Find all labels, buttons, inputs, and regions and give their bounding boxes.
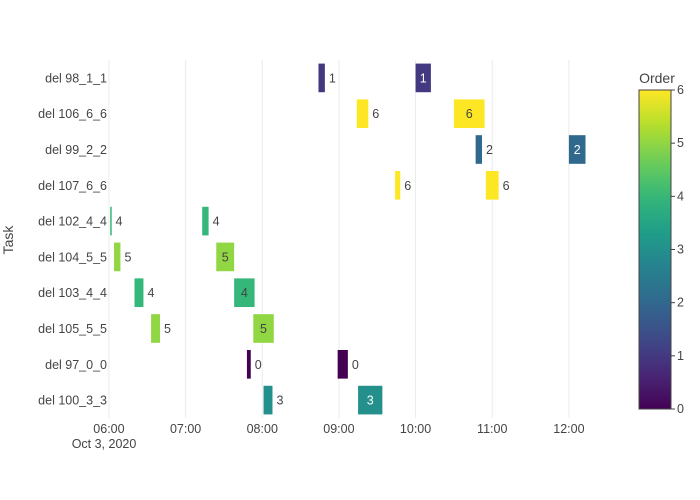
bar-label: 5 — [164, 322, 171, 336]
colorbar-tick-label: 1 — [677, 349, 684, 363]
gantt-bar — [356, 99, 369, 129]
colorbar: Order 0 1 2 3 4 5 6 — [638, 70, 684, 416]
gantt-bar — [151, 314, 161, 343]
bar-label: 2 — [574, 143, 581, 157]
gantt-bar — [253, 314, 274, 343]
x-tick-label: 09:00 — [323, 422, 354, 436]
y-tick-label: del 99_2_2 — [45, 143, 107, 157]
y-tick-label: del 105_5_5 — [38, 322, 107, 336]
gantt-bar — [263, 385, 273, 415]
bar-label: 0 — [352, 358, 359, 372]
x-gridlines — [108, 60, 570, 418]
x-date-label: Oct 3, 2020 — [72, 437, 137, 451]
x-tick-label: 06:00 — [93, 422, 124, 436]
colorbar-tick-label: 4 — [677, 189, 684, 203]
gantt-bar — [134, 278, 144, 308]
gantt-bar — [114, 242, 121, 272]
gantt-bar — [475, 135, 483, 164]
bar-label: 6 — [466, 107, 473, 121]
colorbar-tick-label: 3 — [677, 243, 684, 257]
y-tick-label: del 103_4_4 — [38, 286, 107, 300]
bar-label: 2 — [486, 143, 493, 157]
bar-label: 1 — [329, 71, 336, 85]
y-tick-label: del 100_3_3 — [38, 394, 107, 408]
gantt-bar — [216, 242, 235, 272]
bar-label: 6 — [503, 179, 510, 193]
bar-label: 4 — [147, 286, 154, 300]
x-tick-label: 10:00 — [400, 422, 431, 436]
colorbar-gradient — [638, 89, 672, 410]
bar-label: 5 — [222, 250, 229, 264]
colorbar-tick-label: 2 — [677, 296, 684, 310]
bars-layer — [110, 63, 586, 415]
y-tick-label: del 106_6_6 — [38, 107, 107, 121]
x-axis-tick-labels: 06:00 07:00 08:00 09:00 10:00 11:00 12:00 — [93, 422, 584, 436]
bar-label: 4 — [115, 215, 122, 229]
gantt-bar — [110, 206, 112, 236]
bar-label: 4 — [213, 215, 220, 229]
bar-label: 5 — [260, 322, 267, 336]
bar-label: 3 — [276, 394, 283, 408]
gantt-bar — [453, 99, 485, 129]
gantt-bar — [415, 63, 431, 93]
gantt-bar — [395, 170, 401, 200]
bar-label: 1 — [420, 71, 427, 85]
x-tick-label: 12:00 — [553, 422, 584, 436]
y-tick-label: del 102_4_4 — [38, 215, 107, 229]
bar-label: 6 — [372, 107, 379, 121]
bar-label: 5 — [124, 250, 131, 264]
gantt-bar — [568, 135, 586, 164]
gantt-bar — [358, 385, 383, 415]
y-axis-title: Task — [0, 225, 16, 255]
colorbar-tick-label: 0 — [677, 402, 684, 416]
bar-labels-layer: 1 1 6 6 2 2 6 6 4 4 5 5 4 4 5 5 0 0 3 3 — [115, 71, 580, 407]
x-tick-label: 07:00 — [170, 422, 201, 436]
gantt-bar — [337, 349, 348, 379]
bar-label: 6 — [404, 179, 411, 193]
bar-label: 4 — [241, 286, 248, 300]
colorbar-title: Order — [639, 70, 675, 86]
bar-label: 3 — [367, 394, 374, 408]
y-tick-label: del 107_6_6 — [38, 179, 107, 193]
x-tick-label: 11:00 — [477, 422, 507, 436]
colorbar-tick-label: 6 — [677, 83, 684, 97]
y-tick-label: del 97_0_0 — [45, 358, 107, 372]
y-tick-label: del 104_5_5 — [38, 250, 107, 264]
gantt-bar — [318, 63, 325, 93]
bar-label: 0 — [255, 358, 262, 372]
gantt-bar — [202, 206, 209, 236]
gantt-bar — [485, 170, 499, 200]
y-tick-label: del 98_1_1 — [45, 71, 107, 85]
x-tick-label: 08:00 — [247, 422, 278, 436]
gantt-bar — [246, 349, 251, 379]
colorbar-tick-label: 5 — [677, 136, 684, 150]
gantt-bar — [234, 278, 255, 308]
